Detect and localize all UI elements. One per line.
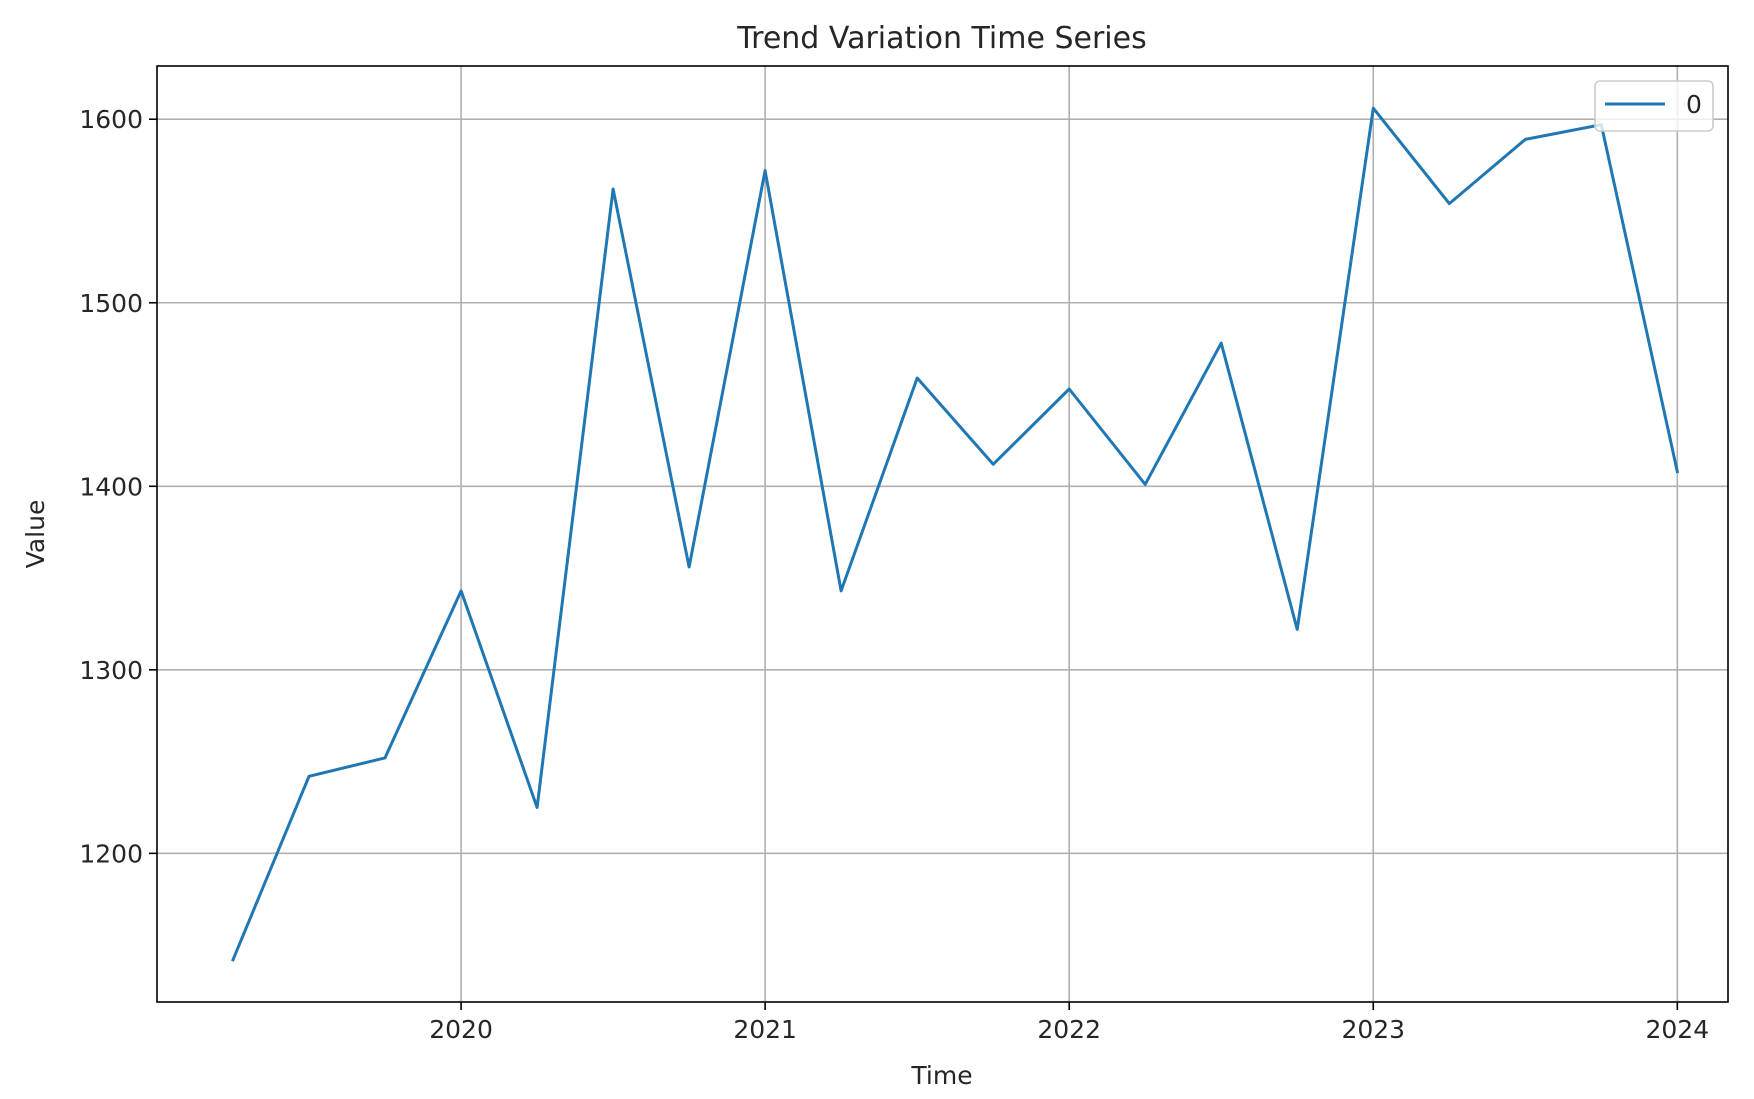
y-tick-label: 1300	[79, 656, 143, 685]
data-point	[1295, 627, 1299, 631]
data-point	[611, 187, 615, 191]
x-axis-label: Time	[910, 1061, 972, 1090]
data-point	[991, 462, 995, 466]
x-tick-label: 2022	[1037, 1015, 1101, 1044]
y-tick-label: 1500	[79, 289, 143, 318]
data-point	[839, 589, 843, 593]
data-point	[1143, 482, 1147, 486]
y-axis-label: Value	[21, 500, 50, 569]
data-point	[915, 376, 919, 380]
data-point	[383, 756, 387, 760]
data-point	[1523, 137, 1527, 141]
plot-frame	[156, 65, 1729, 1003]
data-point	[1675, 470, 1679, 474]
data-point	[1219, 341, 1223, 345]
x-tick-label: 2024	[1646, 1015, 1710, 1044]
data-point	[1067, 387, 1071, 391]
x-tick-label: 2020	[429, 1015, 493, 1044]
x-tick-label: 2021	[733, 1015, 797, 1044]
data-point	[1447, 202, 1451, 206]
series-line-0	[231, 106, 1680, 962]
y-tick-label: 1200	[79, 839, 143, 868]
data-point	[687, 565, 691, 569]
legend-frame	[1594, 80, 1714, 132]
legend: 0	[1594, 80, 1714, 132]
legend-label-series-0: 0	[1686, 90, 1702, 119]
data-point	[459, 589, 463, 593]
y-tick-label: 1400	[79, 472, 143, 501]
data-point	[1371, 106, 1375, 110]
chart-title: Trend Variation Time Series	[736, 21, 1146, 56]
data-point	[535, 806, 539, 810]
data-point	[307, 774, 311, 778]
data-point	[231, 958, 235, 962]
x-tick-label: 2023	[1341, 1015, 1405, 1044]
y-tick-label: 1600	[79, 105, 143, 134]
data-point	[763, 169, 767, 173]
